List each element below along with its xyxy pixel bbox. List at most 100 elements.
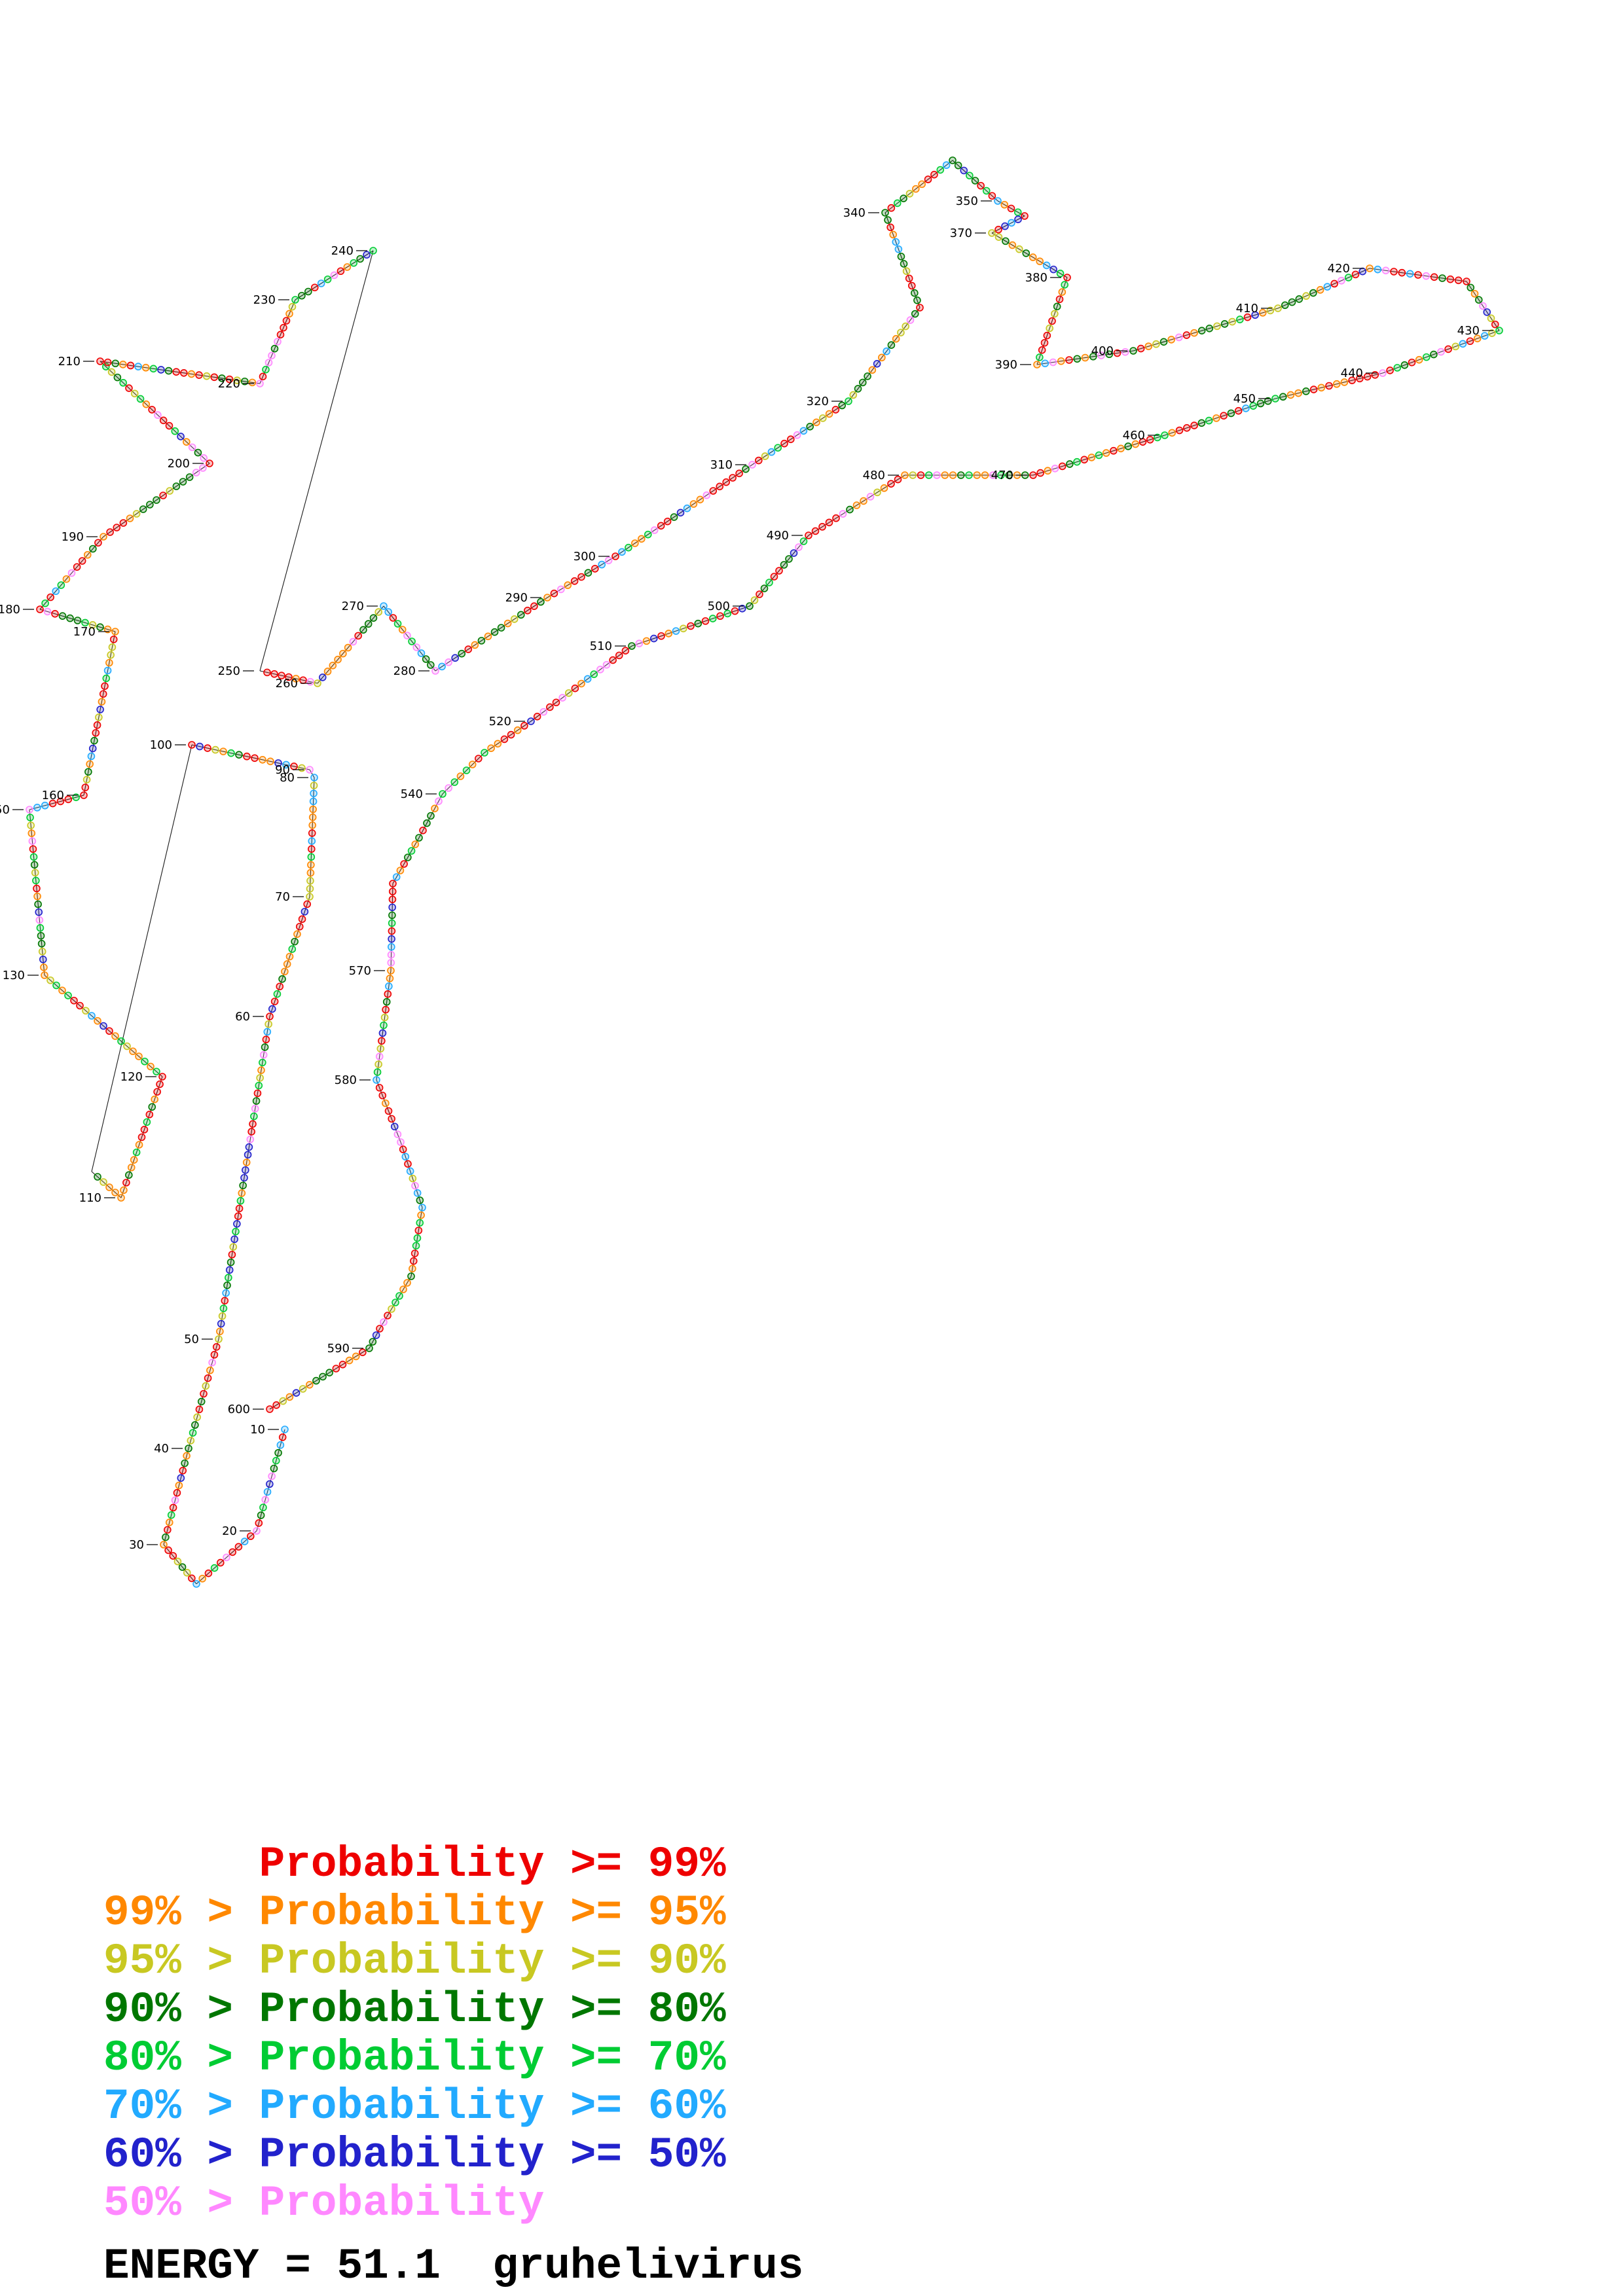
nucleotide <box>34 900 42 908</box>
backbone-segment <box>997 200 1025 217</box>
nucleotide <box>132 1148 141 1157</box>
nucleotide <box>1286 391 1295 399</box>
nucleotide <box>183 1452 191 1460</box>
nucleotide <box>276 331 285 339</box>
nucleotide <box>1227 409 1235 418</box>
nucleotide <box>558 694 566 702</box>
backbone-segment <box>91 744 192 1172</box>
nucleotide <box>1302 387 1310 395</box>
nucleotide <box>902 322 909 331</box>
nucleotide <box>253 1089 262 1098</box>
backbone-segment <box>1275 372 1383 399</box>
nucleotide <box>282 317 291 325</box>
nucleotide <box>230 1235 238 1244</box>
nucleotide <box>386 975 394 982</box>
nucleotide <box>1053 302 1061 311</box>
nucleotide <box>235 751 243 759</box>
nucleotide <box>767 448 776 456</box>
nucleotide <box>369 614 378 622</box>
position-label: 420 <box>1328 262 1350 276</box>
nucleotide <box>122 1179 130 1187</box>
nucleotide <box>1459 340 1467 348</box>
nucleotide <box>141 363 150 372</box>
nucleotide <box>1479 302 1487 310</box>
backbone-segment <box>991 232 1068 278</box>
nucleotide <box>1454 276 1463 285</box>
nucleotide <box>484 632 492 641</box>
nucleotide <box>411 1181 419 1190</box>
nucleotide <box>339 649 347 658</box>
nucleotide <box>375 1084 384 1092</box>
nucleotide <box>37 940 46 948</box>
nucleotide <box>1213 414 1220 422</box>
position-label: 80 <box>280 771 295 785</box>
backbone-segment <box>188 1338 219 1449</box>
nucleotide <box>51 609 59 618</box>
nucleotide <box>197 1397 206 1406</box>
position-label: 430 <box>1457 324 1480 338</box>
nucleotide <box>380 1318 388 1326</box>
nucleotide <box>760 584 769 592</box>
nucleotide <box>971 177 979 185</box>
nucleotide <box>780 439 788 448</box>
nucleotide <box>28 837 37 845</box>
nucleotide <box>187 370 196 378</box>
nucleotide <box>246 1136 255 1143</box>
nucleotide <box>657 632 665 640</box>
nucleotide <box>949 156 957 164</box>
nucleotide <box>281 1426 289 1433</box>
nucleotide <box>249 1120 257 1128</box>
nucleotide <box>210 1564 219 1572</box>
nucleotide <box>628 642 636 650</box>
nucleotide <box>1356 374 1364 383</box>
nucleotide <box>1065 356 1073 364</box>
nucleotide <box>272 1401 280 1409</box>
nucleotide <box>274 1448 282 1457</box>
nucleotide <box>127 1163 136 1172</box>
nucleotide <box>81 619 89 627</box>
backbone-segment <box>376 970 392 1081</box>
nucleotide <box>906 316 915 324</box>
nucleotide <box>1190 422 1198 429</box>
nucleotide <box>770 573 778 581</box>
nucleotide <box>266 1013 274 1020</box>
nucleotide <box>1073 355 1082 363</box>
nucleotide <box>392 873 401 881</box>
nucleotide <box>602 660 611 669</box>
backbone-segment <box>884 160 953 213</box>
nucleotide <box>288 302 297 311</box>
nucleotide <box>111 359 120 368</box>
nucleotide <box>1422 272 1431 280</box>
nucleotide <box>409 1257 418 1265</box>
nucleotide <box>590 670 598 678</box>
nucleotide <box>537 598 545 606</box>
backbone-segment <box>390 883 393 971</box>
nucleotide <box>78 557 86 565</box>
nucleotide <box>247 1128 255 1136</box>
nucleotide <box>92 728 100 737</box>
nucleotide <box>1102 449 1110 457</box>
backbone-segment <box>530 645 632 722</box>
nucleotide <box>217 1319 225 1328</box>
nucleotide <box>1430 273 1438 281</box>
nucleotide <box>916 304 924 312</box>
nucleotide <box>165 1518 173 1526</box>
position-label: 60 <box>235 1010 250 1024</box>
nucleotide <box>96 357 104 365</box>
nucleotide <box>88 620 97 629</box>
nucleotide <box>177 433 185 440</box>
nucleotide <box>905 274 913 283</box>
nucleotide <box>88 744 97 753</box>
nucleotide <box>266 1405 274 1413</box>
nucleotide <box>806 422 814 431</box>
nucleotide <box>1473 334 1482 342</box>
nucleotide <box>359 626 367 634</box>
nucleotide <box>889 230 898 239</box>
nucleotide <box>222 1289 230 1297</box>
nucleotide <box>1190 329 1198 337</box>
nucleotide <box>84 768 92 776</box>
nucleotide <box>227 749 235 757</box>
nucleotide <box>665 630 673 637</box>
backbone-segment <box>400 1141 423 1208</box>
